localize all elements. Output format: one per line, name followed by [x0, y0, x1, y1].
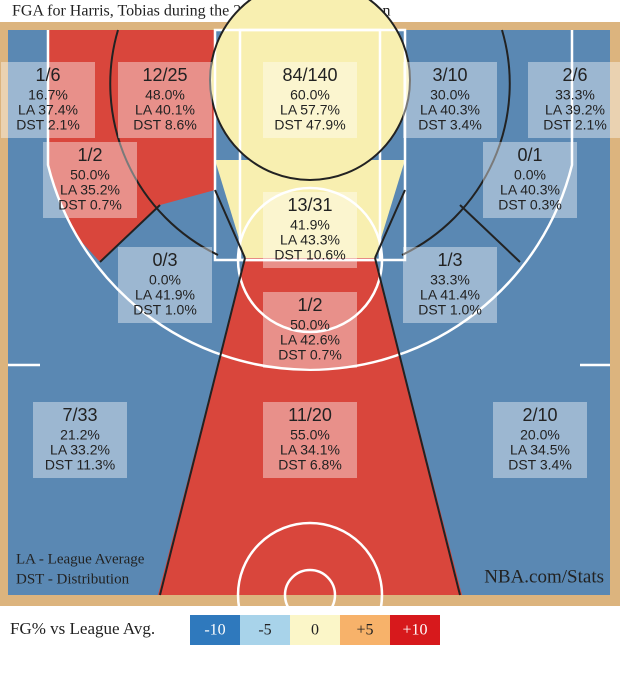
zone-fg: 3/10 [432, 65, 467, 85]
zone-pct: 50.0% [290, 317, 330, 333]
zone-fg: 2/6 [562, 65, 587, 85]
zone-la: LA 37.4% [18, 102, 78, 118]
zone-lines [99, 0, 521, 596]
zone-pct: 55.0% [290, 427, 330, 443]
zone-la: LA 40.3% [420, 102, 480, 118]
note: DST - Distribution [16, 571, 130, 587]
watermark: NBA.com/Stats [484, 566, 604, 587]
zone-fg: 84/140 [282, 65, 337, 85]
zone-pct: 33.3% [555, 87, 595, 103]
zone-la: LA 40.1% [135, 102, 195, 118]
zone-fg: 1/2 [77, 145, 102, 165]
zone-fg: 2/10 [522, 405, 557, 425]
zone-dst: DST 1.0% [133, 302, 197, 318]
zone-pct: 48.0% [145, 87, 185, 103]
zone-box [483, 142, 577, 218]
zone-dst: DST 2.1% [16, 117, 80, 133]
zone-box [263, 62, 357, 138]
zone-box [493, 402, 587, 478]
zone-fg: 12/25 [142, 65, 187, 85]
zone-dst: DST 6.8% [278, 457, 342, 473]
zone-pct: 0.0% [149, 272, 181, 288]
court-lines [8, 28, 610, 669]
zone-dst: DST 2.1% [543, 117, 607, 133]
zone-paint [215, 160, 405, 258]
zone-box [263, 192, 357, 268]
zone-dst: DST 0.7% [278, 347, 342, 363]
zone-la: LA 42.6% [280, 332, 340, 348]
zone-left-mid [48, 30, 215, 262]
zone-box [43, 142, 137, 218]
zone-box [263, 292, 357, 368]
zone-pct: 0.0% [514, 167, 546, 183]
zone-fg: 13/31 [287, 195, 332, 215]
zone-dst: DST 11.3% [45, 457, 115, 473]
zone-box [118, 62, 212, 138]
zone-restricted [210, 0, 410, 180]
zone-pct: 21.2% [60, 427, 100, 443]
zone-pct: 20.0% [520, 427, 560, 443]
legend-swatch [190, 615, 240, 645]
legend-swatch [340, 615, 390, 645]
zone-la: LA 57.7% [280, 102, 340, 118]
zone-box [528, 62, 620, 138]
zone-pct: 60.0% [290, 87, 330, 103]
zone-fg: 0/3 [152, 250, 177, 270]
zone-pct: 41.9% [290, 217, 330, 233]
zone-box [263, 402, 357, 478]
zone-la: LA 34.1% [280, 442, 340, 458]
legend-swatch [240, 615, 290, 645]
zone-la: LA 35.2% [60, 182, 120, 198]
legend-item: +10 [402, 622, 427, 639]
legend-item: 0 [311, 622, 319, 639]
zone-fg: 7/33 [62, 405, 97, 425]
zone-dst: DST 47.9% [274, 117, 345, 133]
zone-fg: 1/2 [297, 295, 322, 315]
zone-fg: 1/6 [35, 65, 60, 85]
zone-box [1, 62, 95, 138]
zone-fg: 11/20 [288, 405, 332, 425]
zone-dst: DST 10.6% [274, 247, 345, 263]
zone-box [33, 402, 127, 478]
zone-fg: 0/1 [517, 145, 542, 165]
zone-dst: DST 8.6% [133, 117, 197, 133]
zone-box [403, 247, 497, 323]
legend-item: +5 [356, 622, 373, 639]
zone-la: LA 33.2% [50, 442, 110, 458]
zone-fg: 1/3 [437, 250, 462, 270]
legend-label: FG% vs League Avg. [10, 619, 155, 638]
zone-la: LA 39.2% [545, 102, 605, 118]
note: LA - League Average [16, 551, 145, 567]
zone-la: LA 41.9% [135, 287, 195, 303]
legend-swatch [390, 615, 440, 645]
zone-la: LA 40.3% [500, 182, 560, 198]
zone-la: LA 43.3% [280, 232, 340, 248]
legend-item: -5 [258, 622, 271, 639]
zone-pct: 30.0% [430, 87, 470, 103]
legend-item: -10 [204, 622, 225, 639]
zone-pct: 16.7% [28, 87, 68, 103]
zone-dst: DST 1.0% [418, 302, 482, 318]
zone-dst: DST 0.3% [498, 197, 562, 213]
zone-pct: 50.0% [70, 167, 110, 183]
zone-la: LA 34.5% [510, 442, 570, 458]
zone-box [118, 247, 212, 323]
zone-dst: DST 3.4% [418, 117, 482, 133]
zone-dst: DST 3.4% [508, 457, 572, 473]
zone-center [158, 258, 462, 595]
legend-swatch [290, 615, 340, 645]
zone-pct: 33.3% [430, 272, 470, 288]
zone-box [403, 62, 497, 138]
zone-la: LA 41.4% [420, 287, 480, 303]
zone-dst: DST 0.7% [58, 197, 122, 213]
